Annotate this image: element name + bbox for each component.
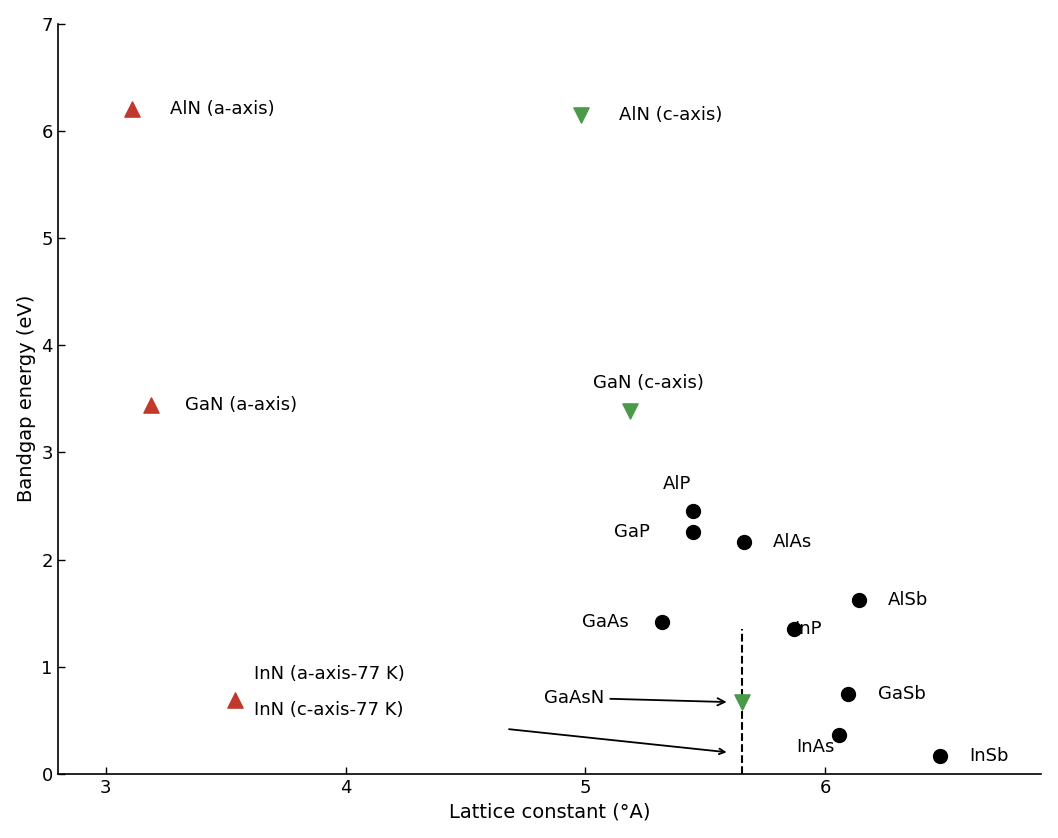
Point xyxy=(143,399,160,412)
Point xyxy=(840,687,857,701)
Text: AlN (c-axis): AlN (c-axis) xyxy=(619,106,723,124)
Text: AlSb: AlSb xyxy=(888,592,928,609)
Text: InN (c-axis-77 K): InN (c-axis-77 K) xyxy=(254,701,404,719)
Point xyxy=(831,728,847,742)
Point xyxy=(685,504,701,518)
Text: InSb: InSb xyxy=(969,747,1009,765)
Text: AlP: AlP xyxy=(662,475,691,493)
Point xyxy=(621,404,638,417)
Text: InAs: InAs xyxy=(797,738,835,756)
Point xyxy=(572,108,589,122)
Point xyxy=(226,693,243,706)
Text: GaP: GaP xyxy=(615,523,651,541)
Text: AlAs: AlAs xyxy=(772,534,811,551)
Point xyxy=(786,623,803,636)
Text: GaN (c-axis): GaN (c-axis) xyxy=(592,374,704,391)
Text: AlN (a-axis): AlN (a-axis) xyxy=(170,101,275,118)
Text: GaAsN: GaAsN xyxy=(545,689,725,706)
Point xyxy=(124,103,141,116)
X-axis label: Lattice constant (°A): Lattice constant (°A) xyxy=(449,802,651,821)
Point xyxy=(932,749,949,763)
Point xyxy=(654,615,671,628)
Point xyxy=(735,535,752,549)
Text: InN (a-axis-77 K): InN (a-axis-77 K) xyxy=(254,665,405,683)
Text: GaAs: GaAs xyxy=(582,613,628,631)
Text: GaN (a-axis): GaN (a-axis) xyxy=(185,396,297,414)
Point xyxy=(851,593,868,607)
Point xyxy=(685,525,701,538)
Point xyxy=(734,696,751,709)
Text: InP: InP xyxy=(795,620,822,639)
Y-axis label: Bandgap energy (eV): Bandgap energy (eV) xyxy=(17,295,36,503)
Text: GaSb: GaSb xyxy=(878,685,926,702)
